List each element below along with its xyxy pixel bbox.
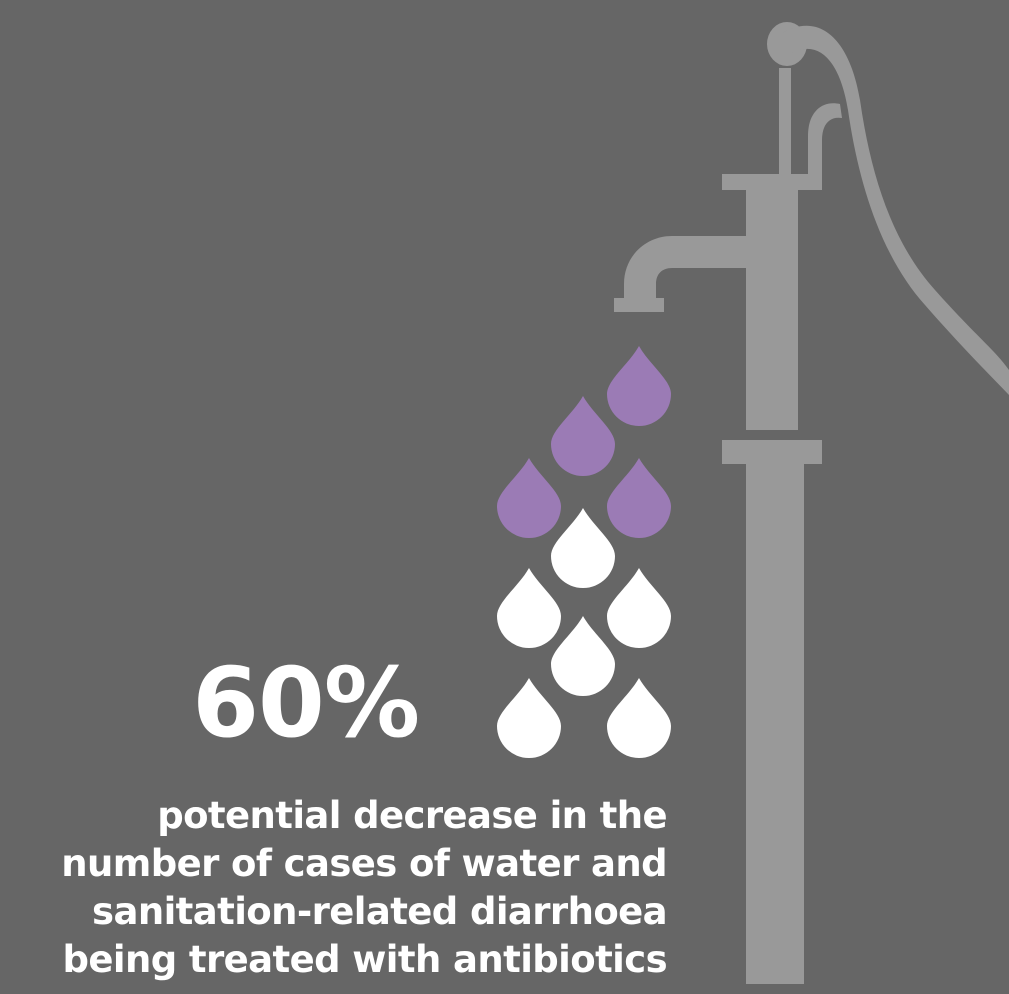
water-drop-icon [497, 568, 561, 648]
water-drop-icon-highlighted [497, 458, 561, 538]
stat-caption: potential decrease in the number of case… [0, 792, 667, 984]
caption-line: potential decrease in the [157, 794, 667, 837]
water-drop-icon [607, 568, 671, 648]
caption-line: being treated with antibiotics [62, 938, 668, 981]
water-drop-icon-highlighted [607, 346, 671, 426]
water-drop-icon [551, 508, 615, 588]
caption-line: sanitation-related diarrhoea [92, 890, 668, 933]
water-drop-icon-highlighted [551, 396, 615, 476]
water-drop-icon [497, 678, 561, 758]
water-drop-icon [551, 616, 615, 696]
water-drop-icon-highlighted [607, 458, 671, 538]
caption-line: number of cases of water and [61, 842, 667, 885]
water-drop-icon [607, 678, 671, 758]
stat-value: 60% [192, 647, 420, 759]
